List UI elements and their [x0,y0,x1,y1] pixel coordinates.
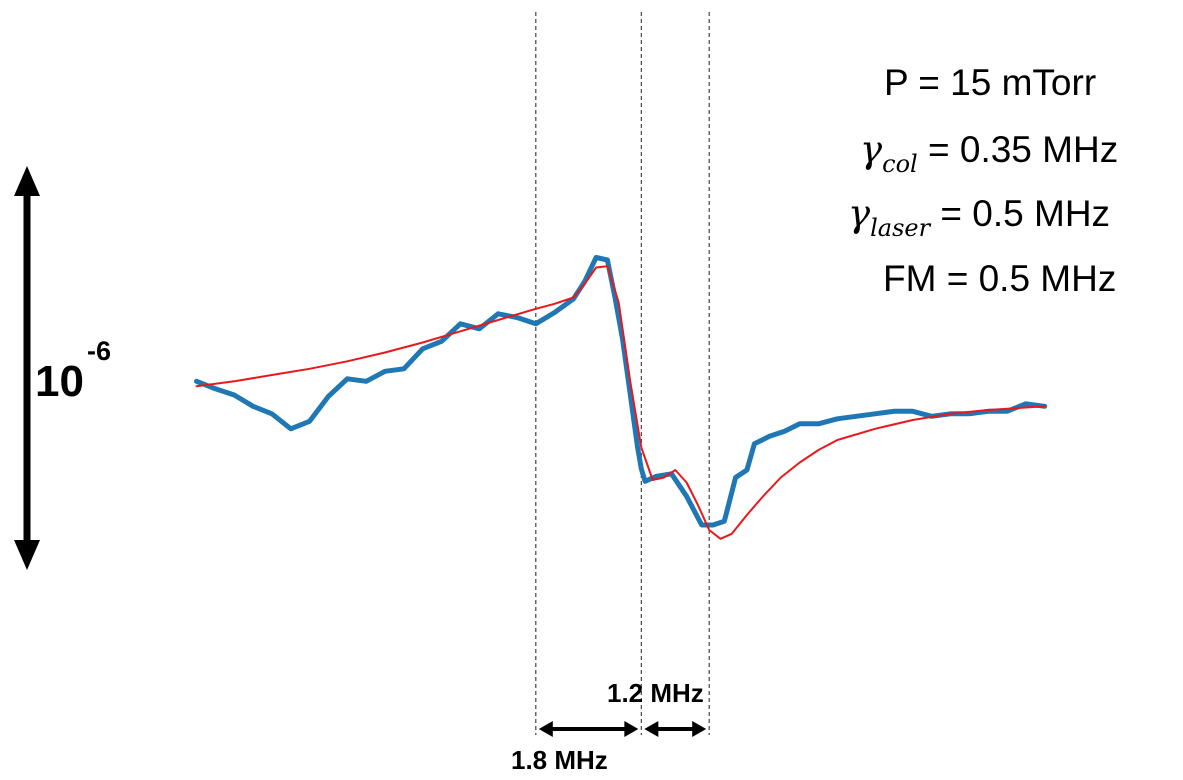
scale-bar-arrow-down [14,540,40,570]
pressure-annotation: P = 15 mTorr [884,62,1097,103]
gamma-symbol: γ [848,192,871,235]
series-line-fit [195,265,1046,540]
scale-bar-exponent: -6 [87,336,112,366]
data-point [744,467,750,473]
gamma-col-value: = 0.35 MHz [927,129,1119,170]
data-point [710,522,716,528]
spacing-arrow [538,721,639,737]
data-point [872,411,878,416]
data-point [495,311,501,316]
spacing-arrows [538,721,707,737]
data-point [635,445,640,450]
data-point [752,441,757,446]
data-point [401,366,407,371]
data-point [1023,401,1028,406]
data-point [232,392,237,398]
data-point [514,315,520,320]
data-point [458,321,463,326]
data-point [733,475,738,480]
fm-annotation: FM = 0.5 MHz [883,258,1117,299]
data-point [816,421,821,426]
data-point [593,255,599,260]
scale-bar-label: 10 [35,357,84,406]
data-point [699,522,704,528]
data-point [439,339,444,344]
data-point [854,414,859,419]
gamma-laser-subscript: laser [870,214,931,242]
scale-bar [14,166,40,570]
scale-bar-arrow-up [14,166,40,196]
data-point [533,321,538,326]
data-point [250,404,256,409]
data-point [420,346,425,351]
spacing-arrow-head-right [692,721,707,737]
gamma-col-subscript: col [882,150,918,178]
spacing-arrow-head-right [624,721,639,737]
data-point [307,419,312,424]
spacing-arrow-head-left [538,721,553,737]
data-point [654,474,659,479]
data-point [269,411,275,416]
gamma-col-annotation: γcol = 0.35 MHz [860,128,1119,178]
data-point [1004,409,1010,414]
data-point [288,426,293,431]
spacing-arrow [644,721,707,737]
data-point [605,257,610,263]
data-point [345,376,350,381]
data-point [782,429,787,434]
data-point [684,494,689,499]
data-point [213,386,218,391]
data-point [767,434,772,439]
spacing-arrow-head-left [644,721,659,737]
gamma-symbol: γ [860,128,883,171]
data-point [477,326,482,331]
data-point [642,479,648,484]
data-point [910,409,915,414]
data-point [194,379,199,384]
series-measured [194,255,1048,528]
data-point [552,310,557,315]
data-point [722,519,727,524]
data-point [835,416,840,421]
data-point [364,379,369,384]
gamma-laser-value: = 0.5 MHz [940,193,1111,234]
spacing-label-1-8: 1.8 MHz [511,745,608,775]
data-point [891,409,897,414]
data-point [639,466,644,471]
gamma-laser-annotation: γlaser = 0.5 MHz [848,192,1111,242]
data-point [382,369,388,374]
marker-lines [535,12,710,735]
data-point [326,394,331,399]
series-layer [194,255,1048,540]
series-fit [195,265,1046,540]
data-point [797,421,802,426]
spacing-label-1-2: 1.2 MHz [607,678,704,708]
